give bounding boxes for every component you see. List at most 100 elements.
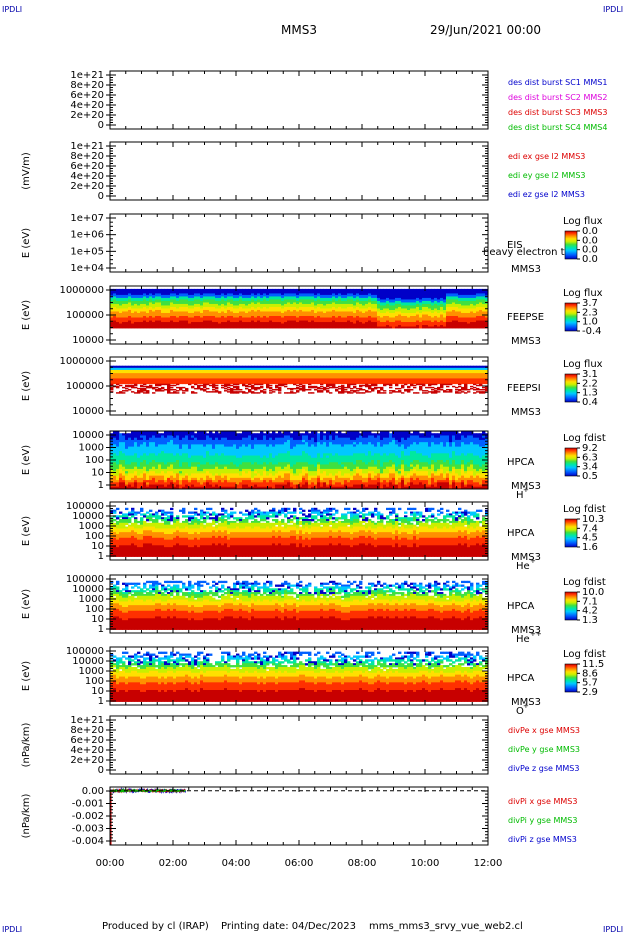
spectrogram-cell: [323, 309, 327, 312]
spectrogram-cell: [275, 305, 279, 308]
spectrogram-cell: [179, 317, 183, 320]
spectrogram-cell: [275, 389, 279, 391]
spectrogram-cell: [173, 322, 177, 324]
spectrogram-cell: [218, 306, 222, 309]
spectrogram-cell: [260, 308, 264, 311]
spectrogram-cell: [365, 311, 369, 314]
spectrogram-cell: [263, 325, 267, 327]
spectrogram-cell: [176, 305, 180, 308]
spectrogram-cell: [212, 297, 216, 300]
spectrogram-cell: [221, 305, 225, 308]
spectrogram-cell: [437, 326, 441, 329]
spectrogram-cell: [185, 294, 189, 297]
spectrogram-cell: [233, 288, 237, 291]
y-tick-label: 1e+07: [70, 213, 104, 224]
spectrogram-cell: [131, 294, 135, 297]
spectrogram-cell: [242, 303, 246, 306]
spectrogram-cell: [332, 308, 336, 311]
spectrogram-cell: [197, 323, 201, 326]
spectrogram-cell: [218, 326, 222, 329]
spectrogram-cell: [287, 291, 291, 294]
spectrogram-cell: [233, 299, 237, 302]
spectrogram-cell: [320, 288, 324, 291]
spectrogram-cell: [344, 316, 348, 318]
spectrogram-cell: [362, 312, 366, 315]
spectrogram-cell: [338, 316, 342, 318]
spectrogram-cell: [266, 312, 270, 315]
spectrogram-cell: [299, 305, 303, 308]
spectrogram-cell: [380, 300, 384, 303]
spectrogram-cell: [134, 311, 138, 314]
spectrogram-cell: [377, 305, 381, 308]
spectrogram-cell: [248, 302, 252, 305]
spectrogram-cell: [254, 288, 258, 291]
spectrogram-cell: [404, 320, 408, 323]
spectrogram-cell: [395, 299, 399, 302]
spectrogram-cell: [302, 303, 306, 306]
spectrogram-cell: [230, 293, 234, 296]
spectrogram-cell: [386, 317, 390, 320]
spectrogram-cell: [236, 291, 240, 294]
spectrogram-cell: [407, 316, 411, 318]
spectrogram-cell: [305, 326, 309, 329]
spectrogram-cell: [308, 311, 312, 314]
spectrogram-cell: [284, 305, 288, 308]
spectrogram-cell: [110, 389, 114, 391]
spectrogram-cell: [218, 312, 222, 315]
spectrogram-cell: [251, 293, 255, 296]
spectrogram-cell: [245, 311, 249, 314]
spectrogram-cell: [356, 291, 360, 294]
spectrogram-cell: [275, 316, 279, 318]
spectrogram-cell: [350, 308, 354, 311]
spectrogram-cell: [158, 293, 162, 296]
spectrogram-cell: [218, 300, 222, 303]
spectrogram-cell: [392, 290, 396, 293]
spectrogram-cell: [317, 293, 321, 296]
spectrogram-cell: [140, 385, 144, 388]
spectrogram-cell: [146, 325, 150, 327]
spectrogram-cell: [299, 308, 303, 311]
spectrogram-cell: [317, 317, 321, 320]
spectrogram-cell: [119, 297, 123, 300]
spectrogram-cell: [386, 309, 390, 312]
spectrogram-cell: [407, 303, 411, 306]
spectrogram-cell: [155, 296, 159, 299]
spectrogram-cell: [209, 323, 213, 326]
spectrogram-cell: [227, 291, 231, 294]
spectrogram-cell: [164, 306, 168, 309]
spectrogram-cell: [131, 325, 135, 327]
spectrogram-cell: [170, 392, 174, 394]
spectrogram-cell: [191, 312, 195, 315]
spectrogram-cell: [368, 290, 372, 293]
spectrogram-cell: [236, 320, 240, 323]
spectrogram-cell: [392, 303, 396, 306]
spectrogram-cell: [260, 291, 264, 294]
spectrogram-cell: [329, 291, 333, 294]
y-tick-label: 4e+20: [70, 171, 104, 182]
spectrogram-cell: [320, 306, 324, 309]
spectrogram-cell: [308, 290, 312, 293]
spectrogram-cell: [188, 291, 192, 294]
spectrogram-cell: [125, 326, 129, 329]
spectrogram-cell: [338, 294, 342, 297]
spectrogram-cell: [353, 290, 357, 293]
spectrogram-cell: [149, 300, 153, 303]
spectrogram-cell: [110, 290, 114, 293]
spectrogram-cell: [308, 316, 312, 318]
spectrogram-cell: [185, 288, 189, 291]
spectrogram-cell: [314, 288, 318, 291]
spectrogram-cell: [119, 299, 123, 302]
spectrogram-cell: [194, 387, 198, 390]
spectrogram-cell: [227, 299, 231, 302]
spectrogram-cell: [371, 311, 375, 314]
spectrogram-cell: [230, 288, 234, 291]
y-tick-label: 1e+05: [70, 246, 104, 257]
spectrogram-cell: [389, 294, 393, 297]
spectrogram-cell: [209, 326, 213, 329]
spectrogram-cell: [281, 323, 285, 326]
spectrogram-cell: [239, 300, 243, 303]
spectrogram-cell: [266, 309, 270, 312]
spectrogram-cell: [335, 317, 339, 320]
spectrogram-cell: [221, 384, 225, 387]
spectrogram-cell: [131, 306, 135, 309]
